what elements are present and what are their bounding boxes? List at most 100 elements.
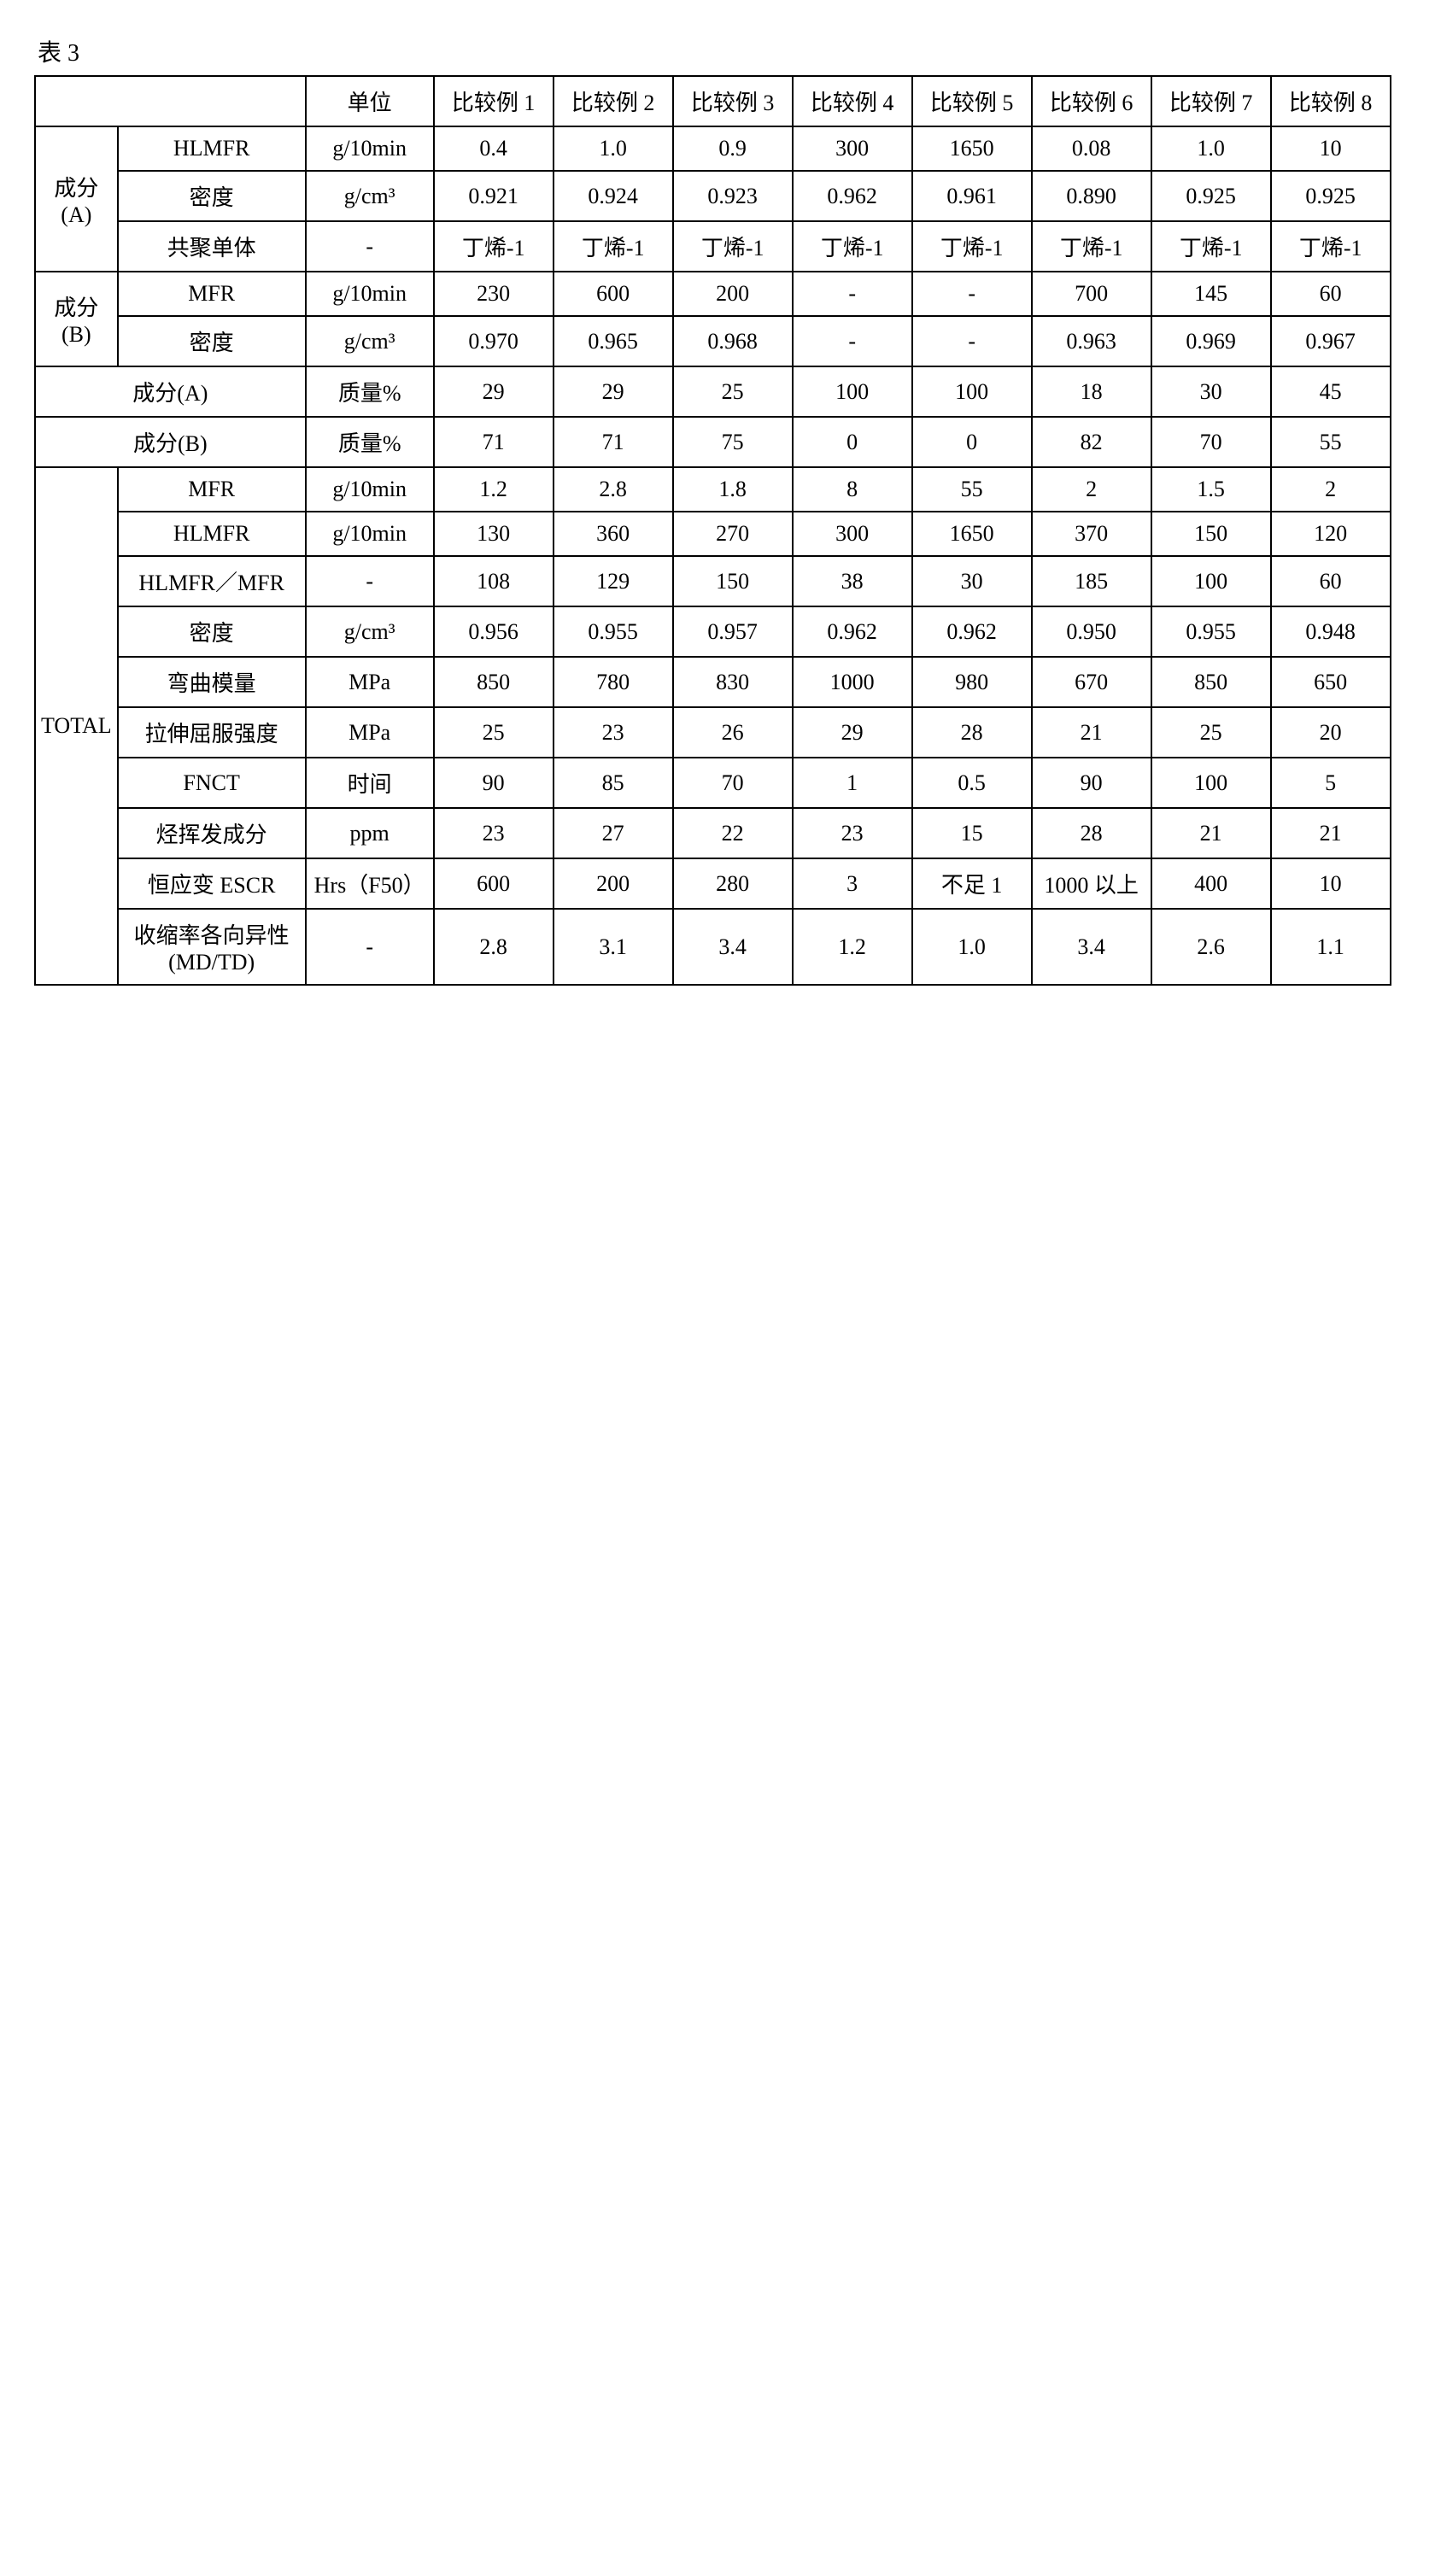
param-label: FNCT <box>118 758 306 808</box>
data-cell: 0.890 <box>1032 171 1151 221</box>
data-cell: 0.921 <box>434 171 554 221</box>
data-cell: - <box>912 272 1032 316</box>
unit-label: g/10min <box>306 126 434 171</box>
data-cell: 1.0 <box>554 126 673 171</box>
param-label: HLMFR／MFR <box>118 556 306 606</box>
data-cell: 1000 以上 <box>1032 858 1151 909</box>
table-row: 密度g/cm³0.9210.9240.9230.9620.9610.8900.9… <box>35 171 1391 221</box>
data-cell: 82 <box>1032 417 1151 467</box>
param-label: MFR <box>118 272 306 316</box>
unit-label: g/10min <box>306 467 434 512</box>
unit-label: MPa <box>306 707 434 758</box>
unit-label: 质量% <box>306 417 434 467</box>
header-col-2: 比较例 2 <box>554 76 673 126</box>
data-cell: 90 <box>1032 758 1151 808</box>
data-cell: 25 <box>1151 707 1271 758</box>
data-cell: 71 <box>434 417 554 467</box>
unit-label: 时间 <box>306 758 434 808</box>
param-label: 弯曲模量 <box>118 657 306 707</box>
data-cell: 25 <box>673 366 793 417</box>
unit-label: 质量% <box>306 366 434 417</box>
data-cell: 0.965 <box>554 316 673 366</box>
table-row: 成分(A)质量%292925100100183045 <box>35 366 1391 417</box>
data-cell: 30 <box>912 556 1032 606</box>
table-row: TOTALMFRg/10min1.22.81.885521.52 <box>35 467 1391 512</box>
data-cell: 150 <box>673 556 793 606</box>
data-cell: 270 <box>673 512 793 556</box>
data-cell: 400 <box>1151 858 1271 909</box>
data-cell: 780 <box>554 657 673 707</box>
header-col-4: 比较例 4 <box>793 76 912 126</box>
group-total: TOTAL <box>35 467 118 985</box>
data-cell: 21 <box>1151 808 1271 858</box>
data-cell: 丁烯-1 <box>793 221 912 272</box>
header-unit: 单位 <box>306 76 434 126</box>
data-cell: 0.962 <box>912 606 1032 657</box>
data-cell: 60 <box>1271 556 1391 606</box>
data-cell: 10 <box>1271 126 1391 171</box>
data-cell: 1.1 <box>1271 909 1391 985</box>
header-row: 单位 比较例 1 比较例 2 比较例 3 比较例 4 比较例 5 比较例 6 比… <box>35 76 1391 126</box>
param-label: 密度 <box>118 316 306 366</box>
table-row: FNCT时间90857010.5901005 <box>35 758 1391 808</box>
data-cell: 18 <box>1032 366 1151 417</box>
data-cell: 200 <box>554 858 673 909</box>
data-cell: 丁烯-1 <box>912 221 1032 272</box>
data-cell: 300 <box>793 126 912 171</box>
data-cell: 1.5 <box>1151 467 1271 512</box>
data-cell: 1.8 <box>673 467 793 512</box>
data-cell: 650 <box>1271 657 1391 707</box>
table-row: 弯曲模量MPa8507808301000980670850650 <box>35 657 1391 707</box>
table-row: 成分(B)MFRg/10min230600200--70014560 <box>35 272 1391 316</box>
table-row: HLMFR／MFR-108129150383018510060 <box>35 556 1391 606</box>
param-label: 收缩率各向异性(MD/TD) <box>118 909 306 985</box>
param-label: HLMFR <box>118 126 306 171</box>
data-cell: 0.923 <box>673 171 793 221</box>
data-cell: 370 <box>1032 512 1151 556</box>
data-cell: 120 <box>1271 512 1391 556</box>
data-cell: - <box>912 316 1032 366</box>
data-cell: 0.955 <box>1151 606 1271 657</box>
data-cell: 22 <box>673 808 793 858</box>
table-row: HLMFRg/10min1303602703001650370150120 <box>35 512 1391 556</box>
data-cell: 0.924 <box>554 171 673 221</box>
data-cell: 300 <box>793 512 912 556</box>
header-col-6: 比较例 6 <box>1032 76 1151 126</box>
data-cell: 0.961 <box>912 171 1032 221</box>
table-row: 烃挥发成分ppm2327222315282121 <box>35 808 1391 858</box>
data-cell: 15 <box>912 808 1032 858</box>
table-row: 密度g/cm³0.9700.9650.968--0.9630.9690.967 <box>35 316 1391 366</box>
table-caption: 表 3 <box>34 34 1391 68</box>
data-cell: 185 <box>1032 556 1151 606</box>
data-cell: 0.950 <box>1032 606 1151 657</box>
data-cell: 28 <box>1032 808 1151 858</box>
table-row: 收缩率各向异性(MD/TD)-2.83.13.41.21.03.42.61.1 <box>35 909 1391 985</box>
data-cell: 0.968 <box>673 316 793 366</box>
data-cell: 25 <box>434 707 554 758</box>
header-col-7: 比较例 7 <box>1151 76 1271 126</box>
data-cell: 150 <box>1151 512 1271 556</box>
unit-label: g/cm³ <box>306 606 434 657</box>
data-cell: 60 <box>1271 272 1391 316</box>
group-A: 成分(A) <box>35 126 118 272</box>
unit-label: MPa <box>306 657 434 707</box>
data-cell: 20 <box>1271 707 1391 758</box>
data-cell: 360 <box>554 512 673 556</box>
data-cell: 85 <box>554 758 673 808</box>
data-cell: 丁烯-1 <box>554 221 673 272</box>
data-cell: 75 <box>673 417 793 467</box>
data-cell: 0 <box>793 417 912 467</box>
data-cell: 100 <box>912 366 1032 417</box>
data-cell: 1.2 <box>434 467 554 512</box>
data-cell: 230 <box>434 272 554 316</box>
data-cell: 850 <box>434 657 554 707</box>
data-cell: 108 <box>434 556 554 606</box>
data-cell: 1650 <box>912 126 1032 171</box>
data-cell: 129 <box>554 556 673 606</box>
table-row: 密度g/cm³0.9560.9550.9570.9620.9620.9500.9… <box>35 606 1391 657</box>
data-cell: 200 <box>673 272 793 316</box>
data-cell: 3.4 <box>1032 909 1151 985</box>
data-table: 单位 比较例 1 比较例 2 比较例 3 比较例 4 比较例 5 比较例 6 比… <box>34 75 1391 986</box>
param-label: 烃挥发成分 <box>118 808 306 858</box>
data-cell: 3.4 <box>673 909 793 985</box>
